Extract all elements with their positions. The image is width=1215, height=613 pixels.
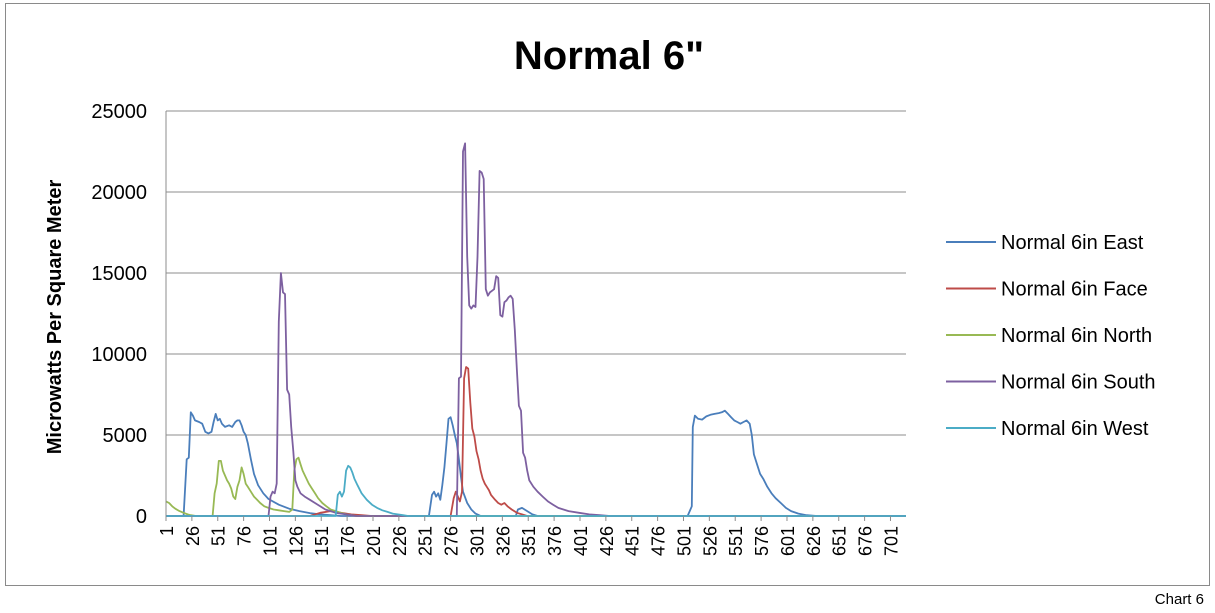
x-tick-label: 51 [209, 526, 229, 546]
chart-caption: Chart 6 [1154, 591, 1204, 608]
x-tick-label: 126 [286, 526, 306, 556]
x-tick-label: 76 [235, 526, 255, 546]
x-tick-label: 251 [416, 526, 436, 556]
series-line-1 [166, 409, 906, 517]
legend-label: Normal 6in North [1001, 325, 1152, 347]
x-tick-label: 601 [778, 526, 798, 556]
x-tick-label: 226 [390, 526, 410, 556]
x-tick-label: 176 [338, 526, 358, 556]
x-tick-label: 476 [649, 526, 669, 556]
x-tick-label: 276 [442, 526, 462, 556]
x-tick-label: 501 [674, 526, 694, 556]
y-axis-label: Microwatts Per Square Meter [44, 180, 66, 455]
y-tick-label: 5000 [103, 425, 148, 447]
x-tick-label: 426 [597, 526, 617, 556]
x-tick-label: 526 [700, 526, 720, 556]
line-chart: Normal 6" Microwatts Per Square Meter 0 5… [44, 34, 1156, 556]
x-tick-label: 676 [856, 526, 876, 556]
x-tick-label: 651 [830, 526, 850, 556]
x-tick-label: 351 [519, 526, 539, 556]
legend-label: Normal 6in East [1001, 232, 1144, 254]
y-tick-label: 0 [136, 506, 147, 528]
x-tick-label: 1 [157, 526, 177, 536]
legend-label: Normal 6in Face [1001, 279, 1148, 301]
x-tick-label: 201 [364, 526, 384, 556]
x-tick-label: 26 [183, 526, 203, 546]
x-tick-label: 701 [881, 526, 901, 556]
series-line-3 [165, 456, 906, 517]
x-tick-label: 401 [571, 526, 591, 556]
legend: Normal 6in East Normal 6in Face Normal 6in… [946, 232, 1156, 440]
x-tick-label: 576 [752, 526, 772, 556]
x-tick-label: 151 [312, 526, 332, 556]
legend-label: Normal 6in West [1001, 418, 1149, 440]
x-tick-label: 551 [726, 526, 746, 556]
x-tick-label: 326 [493, 526, 513, 556]
series-lines [165, 142, 906, 517]
x-tick-label: 376 [545, 526, 565, 556]
y-tick-label: 15000 [91, 263, 147, 285]
x-tick-label: 626 [804, 526, 824, 556]
chart-title: Normal 6" [514, 34, 704, 78]
chart-frame: Normal 6" Microwatts Per Square Meter 0 5… [5, 3, 1210, 586]
x-tick-label: 451 [623, 526, 643, 556]
series-line-5 [166, 464, 906, 517]
x-tick-label: 301 [467, 526, 487, 556]
legend-label: Normal 6in South [1001, 372, 1156, 394]
y-tick-label: 25000 [91, 101, 147, 123]
y-tick-label: 10000 [91, 344, 147, 366]
series-line-4 [166, 142, 906, 517]
x-tick-label: 101 [260, 526, 280, 556]
y-tick-label: 20000 [91, 182, 147, 204]
